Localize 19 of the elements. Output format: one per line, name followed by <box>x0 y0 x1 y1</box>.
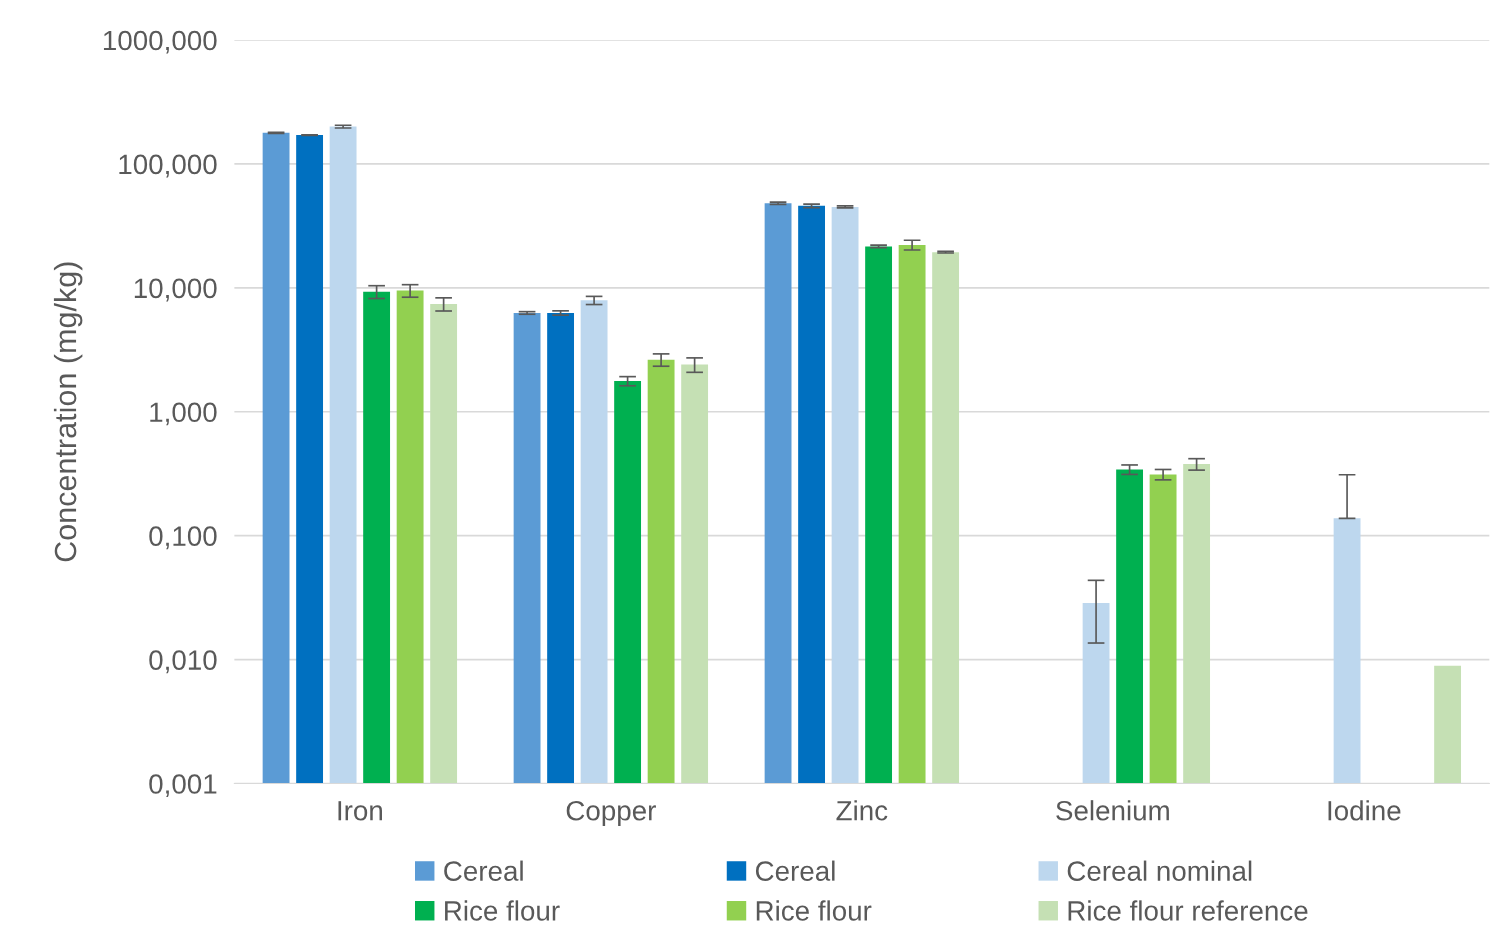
x-tick-label: Iron <box>338 801 382 821</box>
legend-label: Cereal <box>444 860 523 881</box>
y-tick-label: 0,010 <box>149 650 217 674</box>
y-tick-label: 1,000 <box>150 402 217 426</box>
y-tick-label: 0,100 <box>149 526 217 550</box>
x-tick-label: Selenium <box>1056 800 1169 821</box>
legend-label: Cereal <box>755 860 835 881</box>
y-tick-label: 0,001 <box>149 774 217 798</box>
x-tick-label: Zinc <box>836 800 888 821</box>
y-tick-label: 1000,000 <box>103 30 217 54</box>
x-tick-label: Copper <box>566 800 656 827</box>
legend-label: Cereal nominal <box>1067 860 1252 881</box>
y-tick-label: 10,000 <box>134 278 217 302</box>
legend-label: Rice flour reference <box>1068 900 1308 921</box>
x-tick-label: Iodine <box>1328 800 1401 821</box>
legend-label: Rice flour <box>756 900 872 921</box>
y-tick-label: 100,000 <box>119 154 217 178</box>
legend-label: Rice flour <box>445 900 560 921</box>
y-axis-title: Concentration (mg/kg) <box>53 262 83 562</box>
